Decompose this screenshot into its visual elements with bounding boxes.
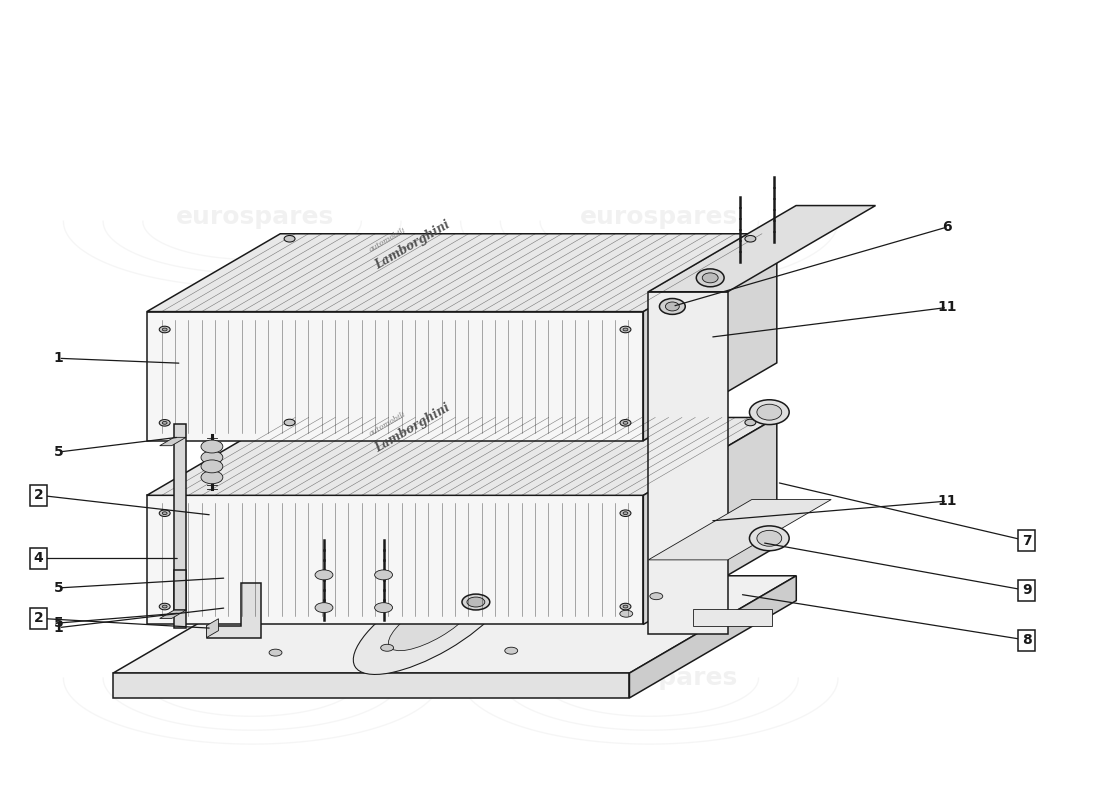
Polygon shape [113, 576, 796, 673]
Ellipse shape [315, 602, 333, 613]
Polygon shape [113, 673, 629, 698]
Polygon shape [648, 292, 728, 634]
Polygon shape [160, 610, 186, 618]
Text: 11: 11 [937, 301, 957, 314]
Ellipse shape [201, 471, 223, 484]
Ellipse shape [749, 526, 789, 550]
Text: 4: 4 [34, 551, 44, 566]
Text: eurospares: eurospares [580, 666, 738, 690]
Text: automobili: automobili [367, 410, 407, 438]
Text: 6: 6 [943, 220, 951, 234]
Polygon shape [146, 418, 777, 495]
Ellipse shape [160, 326, 170, 333]
Ellipse shape [745, 235, 756, 242]
Text: 9: 9 [1022, 583, 1032, 598]
Text: 5: 5 [54, 581, 64, 595]
Ellipse shape [666, 302, 680, 311]
Polygon shape [174, 425, 186, 628]
Ellipse shape [623, 328, 628, 331]
Text: eurospares: eurospares [176, 206, 334, 230]
Ellipse shape [163, 422, 167, 424]
Text: 8: 8 [1022, 633, 1032, 647]
Polygon shape [146, 312, 644, 441]
Ellipse shape [623, 422, 628, 424]
Ellipse shape [284, 419, 295, 426]
Text: Lamborghini: Lamborghini [372, 218, 452, 272]
Text: 11: 11 [937, 494, 957, 508]
Text: Lamborghini: Lamborghini [372, 402, 452, 455]
Text: 5: 5 [54, 616, 64, 630]
Ellipse shape [353, 569, 512, 674]
Ellipse shape [757, 530, 782, 546]
Polygon shape [160, 438, 186, 446]
Polygon shape [207, 583, 261, 638]
Ellipse shape [462, 594, 490, 610]
Ellipse shape [160, 510, 170, 517]
Ellipse shape [696, 269, 724, 286]
Ellipse shape [749, 400, 789, 425]
Polygon shape [648, 206, 876, 292]
Ellipse shape [270, 649, 282, 656]
Ellipse shape [620, 419, 631, 426]
Ellipse shape [284, 235, 295, 242]
Ellipse shape [466, 597, 485, 607]
Ellipse shape [315, 570, 333, 580]
Ellipse shape [620, 326, 631, 333]
Text: 7: 7 [1022, 534, 1032, 548]
Polygon shape [207, 618, 219, 638]
Text: 1: 1 [54, 621, 64, 634]
Text: eurospares: eurospares [580, 206, 738, 230]
Polygon shape [644, 234, 777, 441]
Ellipse shape [650, 593, 663, 600]
Ellipse shape [201, 440, 223, 453]
Polygon shape [146, 234, 777, 312]
Ellipse shape [375, 570, 393, 580]
Polygon shape [648, 499, 832, 560]
Ellipse shape [659, 298, 685, 314]
Text: automobili: automobili [367, 226, 407, 254]
Ellipse shape [620, 510, 631, 517]
Polygon shape [146, 495, 644, 625]
Ellipse shape [381, 644, 394, 651]
Text: 2: 2 [34, 488, 44, 502]
Ellipse shape [163, 328, 167, 331]
Ellipse shape [620, 603, 631, 610]
Text: eurospares: eurospares [176, 666, 334, 690]
Ellipse shape [388, 592, 476, 650]
Ellipse shape [745, 419, 756, 426]
Ellipse shape [623, 512, 628, 514]
Text: 2: 2 [34, 611, 44, 626]
Ellipse shape [163, 605, 167, 608]
Polygon shape [693, 609, 772, 626]
Ellipse shape [160, 603, 170, 610]
Polygon shape [629, 576, 796, 698]
Ellipse shape [201, 451, 223, 464]
Ellipse shape [505, 647, 518, 654]
Polygon shape [644, 418, 777, 625]
Ellipse shape [160, 419, 170, 426]
Ellipse shape [623, 605, 628, 608]
Text: 1: 1 [54, 351, 64, 366]
Ellipse shape [201, 460, 223, 473]
Ellipse shape [757, 404, 782, 420]
Text: 5: 5 [54, 445, 64, 459]
Ellipse shape [163, 512, 167, 514]
Ellipse shape [702, 273, 718, 282]
Polygon shape [174, 570, 186, 610]
Ellipse shape [375, 602, 393, 613]
Ellipse shape [619, 610, 632, 617]
